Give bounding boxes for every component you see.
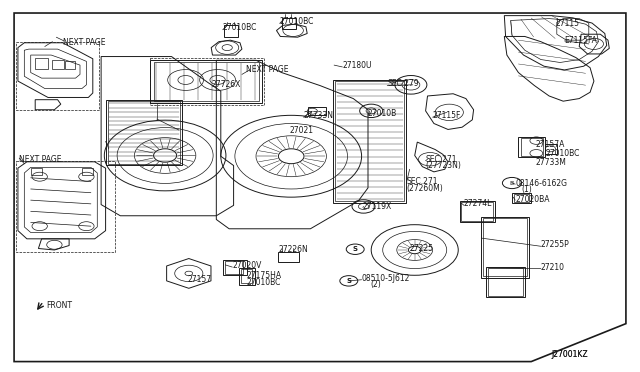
Text: 27210: 27210 bbox=[541, 263, 564, 272]
Text: 27021: 27021 bbox=[289, 126, 314, 135]
Bar bbox=[35, 58, 48, 69]
Text: 08510-5J612: 08510-5J612 bbox=[362, 274, 410, 283]
Text: J27001KZ: J27001KZ bbox=[552, 350, 588, 359]
Text: 27010BC: 27010BC bbox=[223, 23, 257, 32]
Bar bbox=[333, 80, 406, 203]
Bar bbox=[31, 168, 42, 175]
Bar bbox=[223, 260, 247, 275]
Text: 27225: 27225 bbox=[410, 244, 434, 253]
Bar bbox=[512, 193, 531, 203]
Bar bbox=[150, 60, 262, 103]
Text: 27157A: 27157A bbox=[535, 140, 564, 149]
Text: 27119X: 27119X bbox=[363, 202, 392, 211]
Text: 27733N: 27733N bbox=[303, 111, 333, 120]
Text: E7115FA: E7115FA bbox=[564, 36, 597, 45]
Text: 27175HA: 27175HA bbox=[246, 271, 282, 280]
Text: 27020BA: 27020BA bbox=[515, 195, 550, 203]
Bar bbox=[521, 138, 543, 156]
Bar bbox=[16, 161, 115, 252]
Text: 27157: 27157 bbox=[188, 275, 212, 284]
Bar bbox=[65, 61, 75, 69]
Text: (1): (1) bbox=[522, 185, 532, 194]
Bar bbox=[518, 137, 545, 157]
Text: NEXT PAGE: NEXT PAGE bbox=[19, 155, 61, 164]
Bar bbox=[106, 100, 182, 165]
Text: S: S bbox=[353, 246, 358, 252]
Text: 27255P: 27255P bbox=[541, 240, 570, 249]
Text: 27180U: 27180U bbox=[342, 61, 372, 70]
Text: SEC.271: SEC.271 bbox=[406, 177, 438, 186]
Bar bbox=[461, 202, 493, 221]
Bar bbox=[545, 144, 557, 154]
Text: (27260M): (27260M) bbox=[406, 184, 443, 193]
Text: SEC.279: SEC.279 bbox=[387, 79, 419, 88]
Text: J27001KZ: J27001KZ bbox=[552, 350, 588, 359]
Text: 27226N: 27226N bbox=[278, 246, 308, 254]
Bar bbox=[483, 218, 527, 276]
Bar bbox=[108, 101, 180, 164]
Bar bbox=[481, 217, 529, 278]
Text: 27020V: 27020V bbox=[232, 262, 262, 270]
Bar bbox=[52, 60, 64, 69]
Text: 27115F: 27115F bbox=[433, 111, 461, 120]
Bar bbox=[460, 201, 495, 222]
Bar bbox=[335, 81, 404, 201]
Bar bbox=[150, 58, 264, 105]
Text: S: S bbox=[346, 278, 351, 284]
Text: (27723N): (27723N) bbox=[426, 161, 461, 170]
Text: 27274L: 27274L bbox=[464, 199, 492, 208]
Bar bbox=[16, 42, 99, 110]
Text: FRONT: FRONT bbox=[47, 301, 73, 310]
Bar bbox=[241, 269, 252, 283]
Text: NEXT PAGE: NEXT PAGE bbox=[246, 65, 288, 74]
Bar bbox=[486, 267, 525, 297]
Bar bbox=[282, 18, 296, 29]
Bar bbox=[225, 261, 243, 274]
Text: 27010BC: 27010BC bbox=[546, 149, 580, 158]
Bar bbox=[308, 107, 326, 115]
Text: SEC.271: SEC.271 bbox=[426, 155, 457, 164]
Text: (2): (2) bbox=[370, 280, 381, 289]
Bar bbox=[224, 25, 238, 37]
Bar bbox=[239, 268, 255, 285]
Text: 08146-6162G: 08146-6162G bbox=[515, 179, 567, 187]
Bar bbox=[154, 62, 259, 101]
Bar bbox=[488, 268, 523, 296]
Text: 27010BC: 27010BC bbox=[280, 17, 314, 26]
Text: 27010B: 27010B bbox=[368, 109, 397, 118]
Text: 27010BC: 27010BC bbox=[246, 278, 281, 287]
Bar bbox=[278, 252, 299, 262]
Text: NEXT PAGE: NEXT PAGE bbox=[63, 38, 105, 46]
Text: 27726X: 27726X bbox=[211, 80, 241, 89]
Bar bbox=[514, 194, 529, 202]
Bar bbox=[82, 168, 93, 175]
Text: B: B bbox=[510, 180, 514, 186]
Text: 27115: 27115 bbox=[556, 19, 580, 28]
Text: 27733M: 27733M bbox=[535, 158, 566, 167]
